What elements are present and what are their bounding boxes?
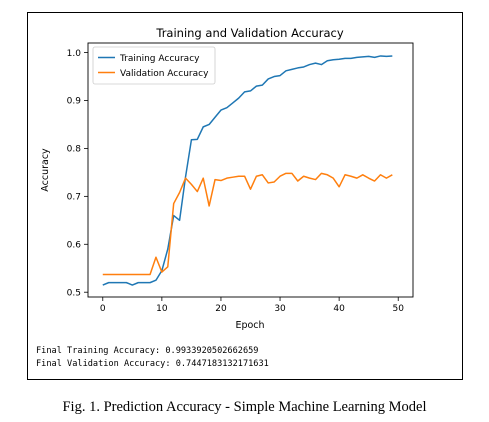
- y-tick-label: 0.5: [67, 288, 81, 298]
- validation-accuracy-line: [102, 172, 393, 276]
- figure-caption: Fig. 1. Prediction Accuracy - Simple Mac…: [62, 399, 427, 415]
- chart-title: Training and Validation Accuracy: [155, 26, 343, 40]
- x-tick-label: 40: [333, 304, 345, 314]
- y-tick-label: 0.9: [67, 97, 82, 107]
- x-tick-label: 0: [100, 304, 106, 314]
- training-accuracy-line: [102, 55, 393, 286]
- accuracy-line-chart: Training and Validation Accuracy 0 10 20 30…: [40, 26, 414, 331]
- final-validation-accuracy-text: Final Validation Accuracy: 0.74471831321…: [36, 359, 269, 369]
- x-tick-label: 10: [156, 304, 168, 314]
- legend-label-validation: Validation Accuracy: [120, 69, 209, 79]
- figure-frame: Training and Validation Accuracy 0 10 20 30…: [27, 12, 463, 380]
- x-axis-label: Epoch: [235, 320, 264, 331]
- y-tick-label: 0.6: [67, 240, 82, 250]
- x-tick-label: 20: [215, 304, 227, 314]
- plot-area: [87, 42, 414, 298]
- y-tick-label: 0.7: [67, 193, 81, 203]
- y-tick-label: 0.8: [67, 145, 82, 155]
- legend-label-training: Training Accuracy: [119, 54, 200, 64]
- y-tick-label: 1.0: [67, 49, 82, 59]
- final-training-accuracy-text: Final Training Accuracy: 0.9933920502662…: [36, 346, 259, 356]
- x-tick-label: 30: [274, 304, 286, 314]
- x-tick-label: 50: [393, 304, 405, 314]
- legend: Training Accuracy Validation Accuracy: [92, 46, 216, 85]
- y-axis-label: Accuracy: [40, 148, 51, 192]
